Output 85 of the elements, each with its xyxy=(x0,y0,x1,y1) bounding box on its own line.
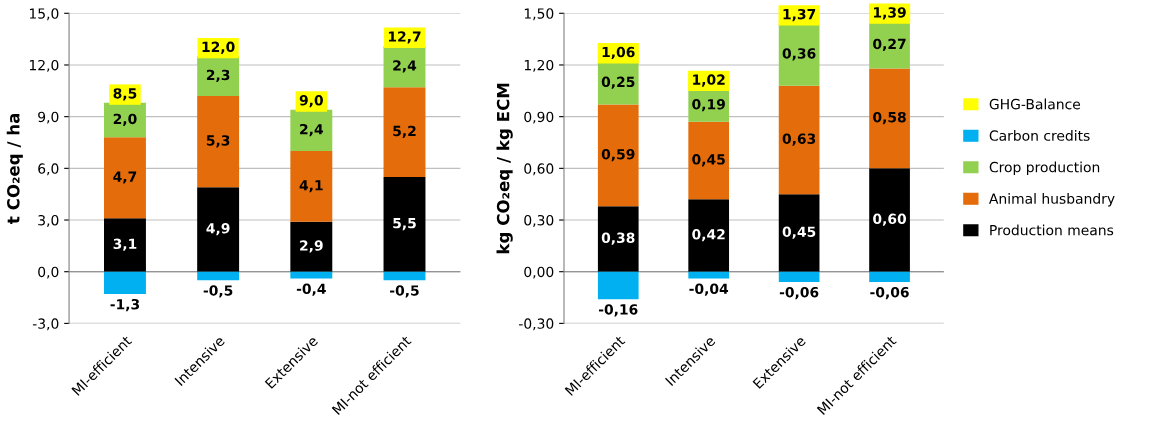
bar xyxy=(197,187,240,272)
bar xyxy=(290,271,333,279)
y-tick-label: 12,0 xyxy=(29,59,59,72)
data-label: -0,4 xyxy=(296,283,326,296)
y-tick-label: 0,30 xyxy=(524,214,554,227)
bar xyxy=(688,271,730,279)
data-label: 2,3 xyxy=(206,69,230,82)
total-label: 1,39 xyxy=(873,7,906,20)
bar xyxy=(778,271,820,283)
total-label: 1,37 xyxy=(783,8,816,22)
data-label: 4,9 xyxy=(206,223,230,236)
data-label: 0,19 xyxy=(692,98,725,112)
data-label: 2,0 xyxy=(113,113,137,126)
bar xyxy=(383,271,426,281)
data-label: 0,45 xyxy=(782,226,816,239)
bar xyxy=(290,151,333,222)
data-label: -0,06 xyxy=(779,286,819,300)
bar xyxy=(869,168,910,272)
bar xyxy=(104,137,146,219)
data-label: -0,5 xyxy=(390,285,419,298)
data-label: 0,58 xyxy=(873,111,906,125)
data-label: -0,04 xyxy=(689,283,729,296)
y-tick-label: 0,60 xyxy=(524,163,554,176)
data-label: 0,60 xyxy=(873,213,907,226)
data-label: 0,42 xyxy=(692,229,725,242)
data-label: -0,06 xyxy=(870,286,909,300)
total-label: 9,0 xyxy=(299,95,323,108)
bar xyxy=(778,194,820,272)
data-label: -1,3 xyxy=(110,299,140,312)
y-axis-title: t CO₂eq / ha xyxy=(6,113,23,224)
data-label: 2,4 xyxy=(300,123,323,137)
y-tick-label: 0,90 xyxy=(524,111,554,124)
y-tick-label: -0,30 xyxy=(519,318,554,331)
total-label: 1,06 xyxy=(602,46,635,60)
total-label: 8,5 xyxy=(113,88,137,101)
y-tick-label: 15,0 xyxy=(29,8,59,21)
data-label: 0,36 xyxy=(782,48,816,61)
data-label: 5,5 xyxy=(393,218,416,231)
bar xyxy=(104,271,146,295)
bar xyxy=(290,221,333,272)
data-label: 2,4 xyxy=(393,60,417,73)
y-tick-label: 6,0 xyxy=(38,163,59,176)
bar xyxy=(688,199,730,272)
data-label: 3,1 xyxy=(113,238,137,251)
bar xyxy=(688,121,730,200)
data-label: 5,2 xyxy=(393,125,416,138)
bar xyxy=(597,104,639,207)
y-tick-label: 9,0 xyxy=(38,111,59,124)
data-label: 0,25 xyxy=(601,76,635,89)
data-label: 5,3 xyxy=(206,135,230,148)
bar xyxy=(197,95,240,188)
legend-label: Crop production xyxy=(989,161,1100,176)
legend-label: Animal husbandry xyxy=(989,193,1115,207)
y-tick-label: 0,0 xyxy=(38,266,59,279)
y-tick-label: 0,00 xyxy=(524,266,554,279)
legend-label: Production means xyxy=(990,224,1114,236)
total-label: 12,7 xyxy=(388,31,421,44)
bar xyxy=(383,87,426,177)
y-tick-label: 1,20 xyxy=(524,59,554,72)
data-label: 0,45 xyxy=(692,154,725,167)
bar xyxy=(383,176,426,272)
data-label: 0,63 xyxy=(782,133,816,146)
bar xyxy=(197,271,240,281)
bar xyxy=(597,271,639,300)
legend-label: Carbon credits xyxy=(989,130,1090,141)
total-label: 1,02 xyxy=(693,74,725,87)
bar xyxy=(778,85,820,195)
data-label: 0,59 xyxy=(601,148,635,162)
data-label: 4,1 xyxy=(299,180,323,193)
data-label: 2,9 xyxy=(300,240,323,253)
data-label: 0,27 xyxy=(873,38,906,51)
data-label: -0,5 xyxy=(203,285,233,298)
bar xyxy=(597,206,639,272)
bar xyxy=(869,68,910,169)
bar xyxy=(869,271,910,283)
bar xyxy=(104,218,146,272)
data-label: 4,7 xyxy=(113,171,137,184)
data-label: 0,38 xyxy=(601,232,635,245)
total-label: 12,0 xyxy=(202,41,235,54)
legend-label: GHG-Balance xyxy=(989,98,1081,110)
y-axis-title: kg CO₂eq / kg ECM xyxy=(496,83,513,254)
y-tick-label: -3,0 xyxy=(32,318,59,331)
data-label: -0,16 xyxy=(598,304,638,317)
y-tick-label: 1,50 xyxy=(524,8,554,21)
y-tick-label: 3,0 xyxy=(38,214,59,227)
